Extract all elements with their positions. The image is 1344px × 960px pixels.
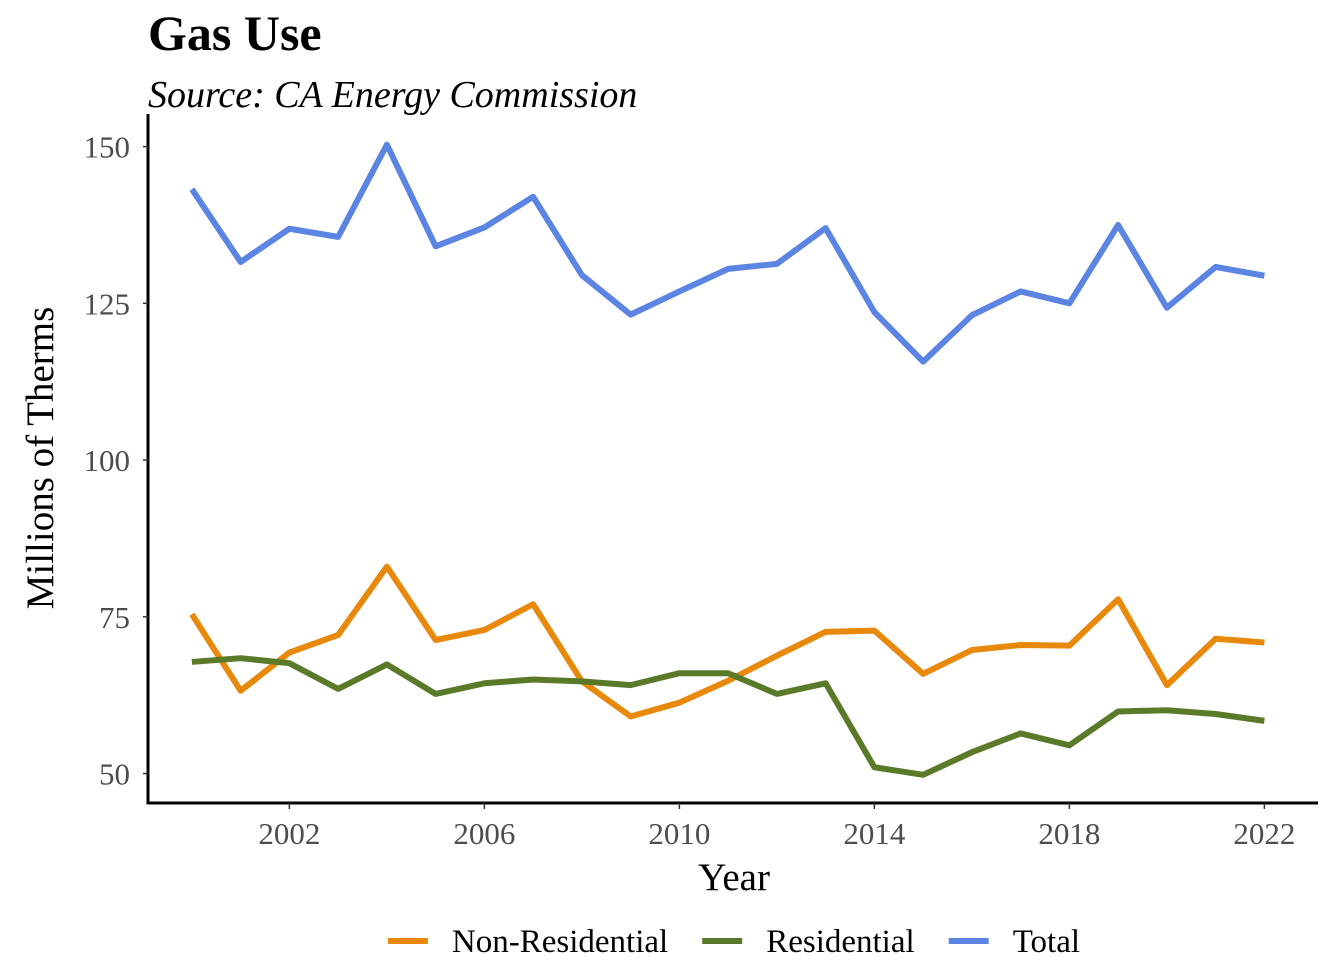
x-tick-label: 2014 — [843, 816, 906, 851]
legend: Non-Residential Residential Total — [387, 924, 1080, 960]
x-axis-ticks: 2002 2006 2010 2014 2018 2022 — [258, 803, 1295, 851]
y-axis-ticks: 50 75 100 125 150 — [84, 130, 148, 792]
y-tick-label: 75 — [99, 600, 130, 635]
legend-label: Residential — [766, 924, 914, 960]
y-tick-label: 100 — [84, 443, 131, 478]
x-axis-title: Year — [698, 856, 770, 899]
series-line-total — [189, 141, 1265, 365]
x-tick-label: 2002 — [258, 816, 320, 851]
x-tick-label: 2018 — [1038, 816, 1100, 851]
y-tick-label: 50 — [99, 757, 130, 792]
y-axis-title: Millions of Therms — [19, 307, 62, 610]
legend-label: Total — [1013, 924, 1080, 960]
chart-subtitle: Source: CA Energy Commission — [148, 74, 637, 116]
y-tick-label: 125 — [84, 286, 131, 321]
legend-item-total: Total — [948, 924, 1080, 960]
legend-label: Non-Residential — [452, 924, 668, 960]
series-line-non-residential — [189, 563, 1265, 720]
plot-area — [189, 141, 1265, 778]
chart-title: Gas Use — [148, 5, 322, 61]
legend-item-residential: Residential — [702, 924, 915, 960]
series-line-residential — [191, 655, 1265, 778]
x-tick-label: 2022 — [1233, 816, 1295, 851]
x-tick-label: 2006 — [453, 816, 515, 851]
y-tick-label: 150 — [84, 130, 131, 165]
legend-item-non-residential: Non-Residential — [387, 924, 668, 960]
x-tick-label: 2010 — [648, 816, 710, 851]
